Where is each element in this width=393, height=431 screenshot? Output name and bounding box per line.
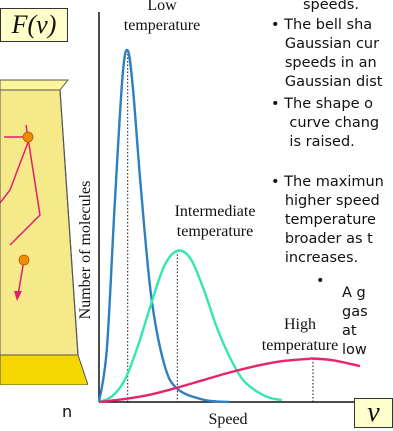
y-axis-label: Number of molecules: [77, 181, 94, 320]
note-bullet-2: • The shape o curve chang is raised.: [271, 96, 380, 150]
note-bullet-1: • The bell sha Gaussian cur speeds in an…: [271, 17, 383, 90]
note-bullet-4: A g gas at low: [342, 285, 368, 358]
x-axis-label: Speed: [208, 411, 247, 428]
gas-container-illustration: [0, 79, 88, 385]
fv-label-box: F(v): [0, 8, 68, 42]
container-top-face: [0, 79, 70, 91]
note-bullet-3: • The maximun higher speed temperature b…: [271, 174, 384, 266]
note-speeds-line: speeds.: [303, 0, 359, 13]
v-label-box: v: [354, 397, 393, 428]
molecule-icon: [18, 254, 30, 266]
container-bottom-face: [0, 354, 88, 385]
series-label-low: Low: [147, 0, 177, 14]
note-bullet-4-dot: •: [316, 273, 325, 289]
molecule-trajectory-2: [9, 124, 41, 246]
series-label-high: temperature: [262, 337, 338, 354]
series-label-high: High: [284, 316, 316, 333]
molecule-icon: [22, 131, 34, 143]
series-label-intermediate: Intermediate: [175, 203, 256, 220]
fv-label: F(v): [11, 10, 57, 39]
partial-caption-text: n: [62, 402, 73, 421]
series-label-intermediate: temperature: [177, 223, 253, 240]
molecule-trajectory-1: [0, 136, 32, 204]
v-label: v: [367, 397, 380, 428]
series-line-intermediate: [98, 249, 282, 404]
series-line-high: [98, 357, 361, 404]
series-label-low: temperature: [124, 17, 200, 34]
